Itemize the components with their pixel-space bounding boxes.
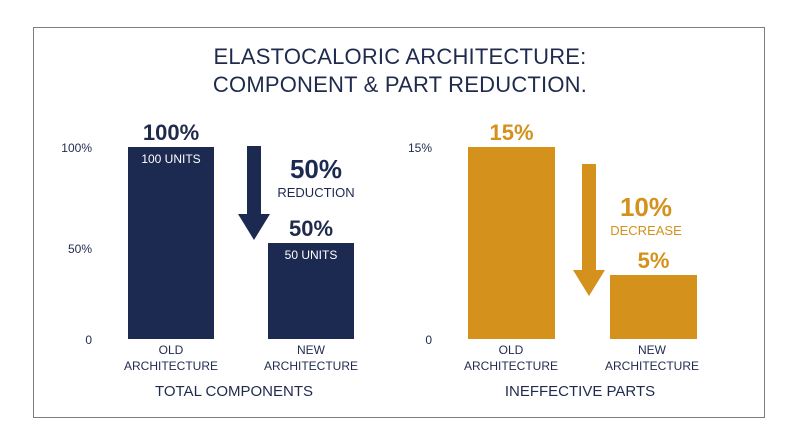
x-tick-label: ARCHITECTURE [605, 359, 699, 373]
x-tick-label: ARCHITECTURE [464, 359, 558, 373]
bar-inner-label: 50 UNITS [285, 248, 338, 262]
x-tick-label: NEW [638, 343, 667, 357]
x-tick-label: NEW [297, 343, 326, 357]
down-arrow-icon [247, 146, 261, 214]
annotation-text: DECREASE [610, 223, 682, 238]
data-label: 5% [638, 248, 670, 273]
chart-title-line-1: ELASTOCALORIC ARCHITECTURE: [213, 44, 587, 69]
data-label: 15% [489, 120, 533, 145]
chart-title-line-2: COMPONENT & PART REDUCTION. [212, 72, 588, 97]
data-label: 100% [143, 120, 199, 145]
chart-frame [33, 27, 765, 418]
x-tick-label: OLD [499, 343, 524, 357]
down-arrow-head-icon [573, 270, 605, 296]
bar-inner-label: 100 UNITS [141, 152, 200, 166]
bar [468, 147, 555, 339]
annotation-text: REDUCTION [277, 185, 354, 200]
x-axis-label: INEFFECTIVE PARTS [505, 383, 655, 400]
x-tick-label: OLD [159, 343, 184, 357]
down-arrow-icon [582, 164, 596, 270]
bar [268, 243, 354, 339]
annotation-value: 10% [620, 192, 672, 222]
y-tick-label: 0 [85, 333, 92, 347]
y-tick-label: 100% [61, 141, 92, 155]
x-tick-label: ARCHITECTURE [264, 359, 358, 373]
x-axis-label: TOTAL COMPONENTS [155, 383, 313, 400]
x-tick-label: ARCHITECTURE [124, 359, 218, 373]
down-arrow-head-icon [238, 214, 270, 240]
bar [128, 147, 214, 339]
y-tick-label: 50% [68, 242, 92, 256]
bar [610, 275, 697, 339]
y-tick-label: 15% [408, 141, 432, 155]
data-label: 50% [289, 216, 333, 241]
annotation-value: 50% [290, 154, 342, 184]
y-tick-label: 0 [425, 333, 432, 347]
